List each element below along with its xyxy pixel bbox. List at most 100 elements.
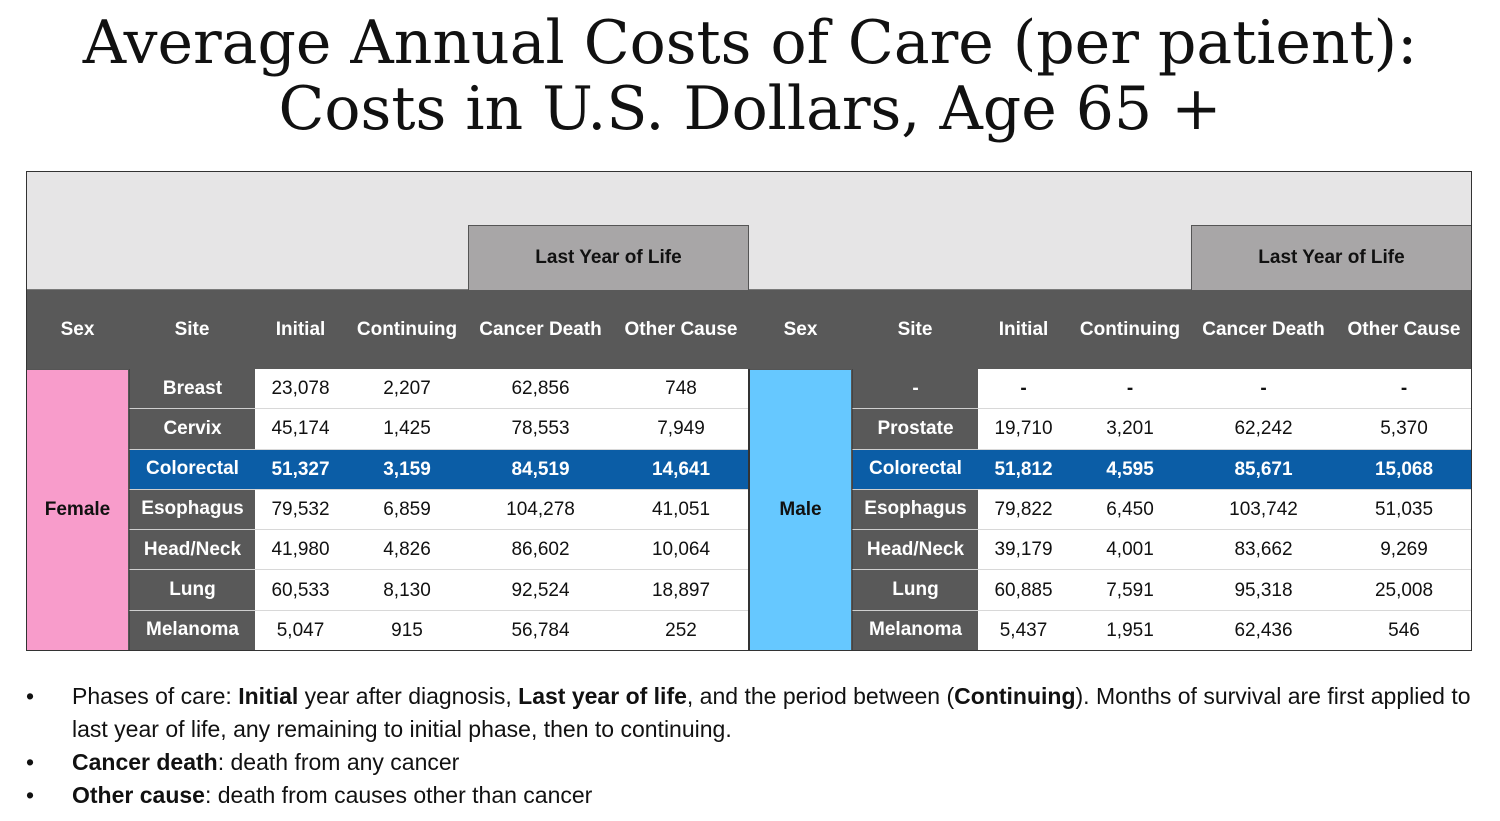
female-cancer-death-value: 78,553 <box>511 418 570 440</box>
bullet-icon: • <box>26 749 35 775</box>
notes-list: • Phases of care: Initial year after diag… <box>26 680 1476 812</box>
row-background <box>978 489 1472 531</box>
female-header-site: Site <box>174 318 210 340</box>
table-row: Melanoma 5,047 915 56,784 252 <box>26 610 1472 651</box>
row-background <box>978 530 1472 571</box>
male-cancer-death-value: 85,671 <box>1234 458 1293 480</box>
male-other-cause-value: 5,370 <box>1380 418 1428 440</box>
male-initial-value: - <box>1020 378 1027 400</box>
male-last-year-of-life-header: Last Year of Life <box>1191 225 1472 291</box>
female-other-cause-value: 10,064 <box>651 539 711 561</box>
note-text: : death from causes other than cancer <box>204 782 593 808</box>
column-header-row: Sex Site Initial Continuing Cancer Death Othe… <box>26 290 1472 369</box>
male-cancer-death-value: - <box>1260 378 1267 400</box>
male-site-cell: Esophagus <box>852 489 978 531</box>
male-header-initial: Initial <box>998 318 1049 340</box>
female-continuing-value: 6,859 <box>383 498 431 520</box>
row-background <box>978 369 1472 410</box>
female-continuing-value: 8,130 <box>383 579 431 601</box>
female-site-cell: Breast <box>129 369 255 410</box>
male-cancer-death-value: 62,242 <box>1234 418 1293 440</box>
female-other-cause-value: 7,949 <box>657 418 705 440</box>
female-last-year-of-life-header: Last Year of Life <box>468 225 749 291</box>
female-continuing-value: 3,159 <box>383 458 431 480</box>
table-row: ----- <box>26 369 1472 410</box>
female-continuing-value: 2,207 <box>383 378 431 400</box>
group-divider <box>748 369 750 651</box>
table-row: Breast 23,078 2,207 62,856 748 <box>26 369 1472 410</box>
female-cancer-death-value: 84,519 <box>511 458 570 480</box>
note-item: • Phases of care: Initial year after diag… <box>26 680 1476 746</box>
table-row: Esophagus 79,532 6,859 104,278 41,051 <box>26 489 1472 531</box>
female-site-cell: Lung <box>129 570 255 611</box>
female-site-cell: Cervix <box>129 409 255 450</box>
male-site-cell: Head/Neck <box>852 530 978 571</box>
male-continuing-value: 1,951 <box>1106 619 1154 641</box>
note-item: • Cancer death: death from any cancer <box>26 746 1476 779</box>
female-site-cell: Colorectal <box>129 449 255 490</box>
female-other-cause-value: 18,897 <box>651 579 711 601</box>
note-text: , and the period between ( <box>686 683 955 709</box>
male-continuing-value: 4,001 <box>1106 539 1154 561</box>
row-background <box>255 570 749 611</box>
note-term: Continuing <box>954 683 1076 709</box>
male-other-cause-value: 9,269 <box>1380 539 1428 561</box>
female-other-cause-value: 14,641 <box>651 458 711 480</box>
note-text: Phases of care: <box>72 683 239 709</box>
male-cancer-death-value: 83,662 <box>1234 539 1293 561</box>
table-row: Head/Neck 41,980 4,826 86,602 10,064 <box>26 530 1472 571</box>
row-background <box>255 369 749 410</box>
male-header-other-cause: Other Cause <box>1347 318 1461 340</box>
table-row: Colorectal 51,327 3,159 84,519 14,641 <box>26 449 1472 490</box>
male-other-cause-value: 546 <box>1388 619 1420 641</box>
male-other-cause-value: 15,068 <box>1374 458 1434 480</box>
table-row: Lung 60,533 8,130 92,524 18,897 <box>26 570 1472 611</box>
table-row: Cervix 45,174 1,425 78,553 7,949 <box>26 409 1472 450</box>
female-other-cause-value: 252 <box>665 619 697 641</box>
female-cancer-death-value: 86,602 <box>511 539 570 561</box>
note-text: ). Months of survival are first applied … <box>72 683 1471 742</box>
note-term: Other cause <box>72 782 205 808</box>
page-title: Average Annual Costs of Care (per patien… <box>0 10 1500 142</box>
note-term: Cancer death <box>72 749 218 775</box>
male-header-sex: Sex <box>783 318 818 340</box>
female-initial-value: 41,980 <box>271 539 330 561</box>
female-header-initial: Initial <box>275 318 326 340</box>
table-row: Esophagus 79,822 6,450 103,742 51,035 <box>26 489 1472 531</box>
male-initial-value: 19,710 <box>994 418 1053 440</box>
male-continuing-value: 3,201 <box>1106 418 1154 440</box>
row-background <box>255 409 749 450</box>
female-cancer-death-value: 104,278 <box>506 498 575 520</box>
male-initial-value: 51,812 <box>994 458 1053 480</box>
male-site-cell: Melanoma <box>852 610 978 651</box>
female-header-continuing: Continuing <box>356 318 458 340</box>
male-cancer-death-value: 62,436 <box>1234 619 1293 641</box>
note-term: Last year of life <box>518 683 687 709</box>
female-header-cancer-death: Cancer Death <box>479 318 602 340</box>
female-initial-value: 45,174 <box>271 418 330 440</box>
male-initial-value: 39,179 <box>994 539 1053 561</box>
male-other-cause-value: - <box>1400 378 1408 400</box>
male-continuing-value: 7,591 <box>1106 579 1154 601</box>
male-site-cell: - <box>852 369 978 410</box>
female-header-sex: Sex <box>60 318 95 340</box>
male-sex-cell: Male <box>749 369 852 651</box>
male-cancer-death-value: 103,742 <box>1229 498 1298 520</box>
bullet-icon: • <box>26 683 35 709</box>
female-site-cell: Head/Neck <box>129 530 255 571</box>
male-site-cell: Lung <box>852 570 978 611</box>
title-line-1: Average Annual Costs of Care (per patien… <box>82 8 1418 78</box>
note-term: Initial <box>238 683 299 709</box>
female-site-cell: Esophagus <box>129 489 255 531</box>
female-initial-value: 5,047 <box>276 619 325 641</box>
female-other-cause-value: 748 <box>665 378 697 400</box>
male-site-cell: Prostate <box>852 409 978 450</box>
male-site-cell: Colorectal <box>852 449 978 490</box>
male-continuing-value: - <box>1126 378 1134 400</box>
male-continuing-value: 6,450 <box>1106 498 1154 520</box>
male-header-cancer-death: Cancer Death <box>1202 318 1325 340</box>
row-background <box>255 530 749 571</box>
cost-table: Last Year of Life Last Year of Life Sex S… <box>26 171 1472 651</box>
note-item: • Other cause: death from causes other th… <box>26 779 1476 812</box>
row-background <box>255 449 749 490</box>
